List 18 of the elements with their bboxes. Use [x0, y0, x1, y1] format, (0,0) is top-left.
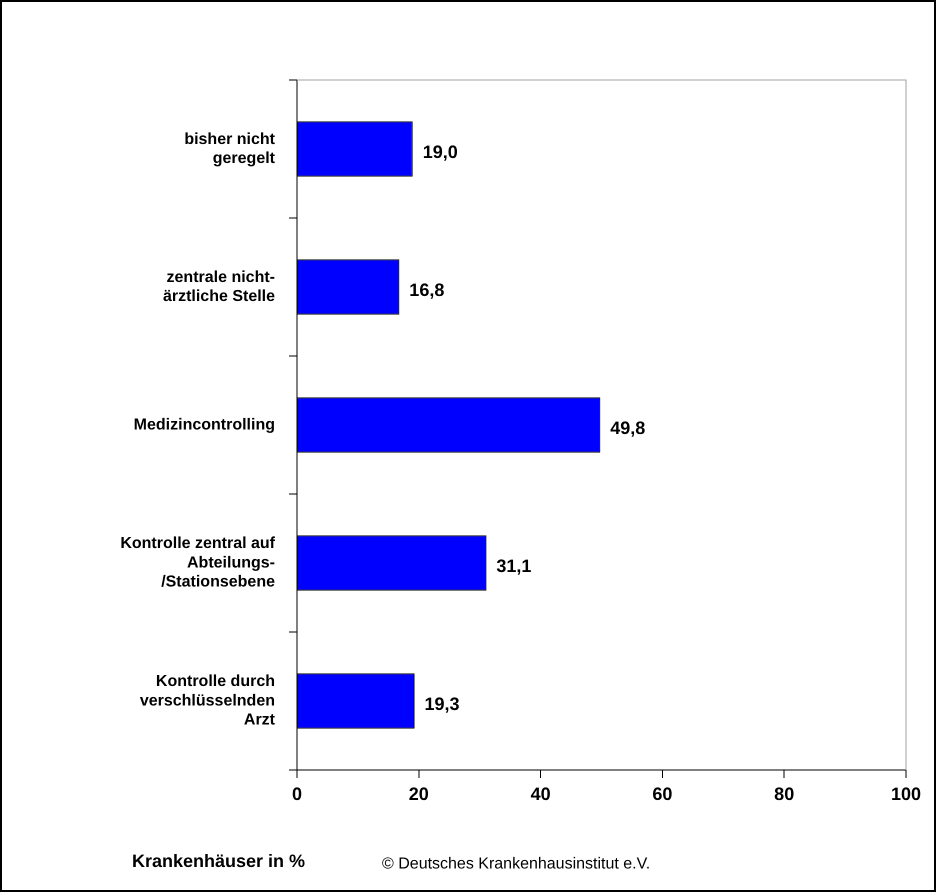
y-tick-label: Kontrolle zentral auf Abteilungs- /Stationsebene	[120, 535, 276, 591]
y-tick-label: Kontrolle durch verschlüsselnden Arzt	[140, 673, 276, 729]
data-label: 31,1	[496, 556, 532, 576]
x-tick-label: 0	[292, 784, 302, 804]
x-tick-label: 20	[408, 784, 429, 804]
data-label: 19,3	[424, 694, 460, 714]
y-tick-label: bisher nicht geregelt	[184, 130, 276, 168]
data-label: 19,0	[422, 142, 458, 162]
x-tick-label: 60	[652, 784, 672, 804]
data-label: 49,8	[610, 418, 646, 438]
y-tick-label: zentrale nicht- ärztliche Stelle	[162, 268, 276, 306]
x-tick-label: 80	[774, 784, 794, 804]
text: © Deutsches Krankenhausinstitut e.V.	[382, 855, 650, 872]
x-axis-title: Krankenhäuser in %	[132, 850, 306, 871]
x-tick-label: 40	[530, 784, 551, 804]
data-label: 16,8	[409, 280, 444, 300]
x-tick-label: 100	[890, 784, 922, 804]
y-tick-label: Medizincontrolling	[134, 416, 275, 434]
